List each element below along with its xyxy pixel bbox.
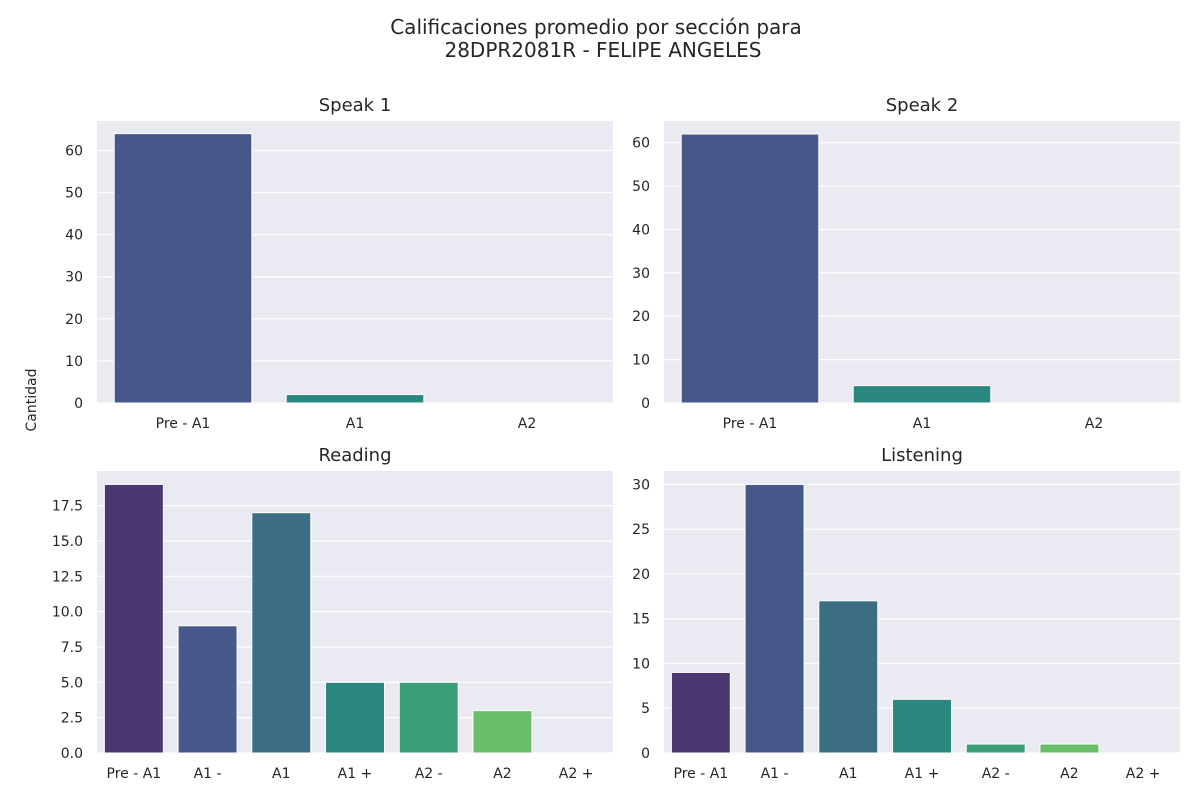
- x-tick-label: A2 +: [1126, 766, 1161, 782]
- bar-a1: [285, 394, 425, 404]
- x-tick-label: A1 +: [905, 766, 940, 782]
- panel-title: Listening: [881, 445, 963, 466]
- panel-title: Speak 1: [319, 95, 392, 116]
- y-tick-label: 12.5: [52, 569, 83, 585]
- panel-reading: 0.0 2.5 5.0 7.5 10.0 12.5 15.0 17.5 Pre - A1 A1 -…: [52, 445, 613, 782]
- y-tick-label: 30: [632, 266, 650, 282]
- x-tick-label: Pre - A1: [674, 766, 729, 782]
- y-tick-label: 15: [632, 612, 650, 628]
- y-tick-label: 15.0: [52, 534, 83, 550]
- x-tick-label: A1: [839, 766, 857, 782]
- y-tick-label: 60: [65, 143, 83, 159]
- y-tick-label: 30: [632, 477, 650, 493]
- y-tick-label: 50: [65, 186, 83, 202]
- y-tick-label: 10.0: [52, 605, 83, 621]
- panel-title: Reading: [318, 445, 391, 466]
- bar-pre-a1: [680, 133, 820, 404]
- bar-a1: [818, 600, 879, 754]
- x-tick-label: Pre - A1: [107, 766, 162, 782]
- y-tick-label: 20: [632, 567, 650, 583]
- y-tick-label: 50: [632, 179, 650, 195]
- panel-listening: 0 5 10 15 20 25 30 Pre - A1 A1 - A1 A1 + A2 - A2 A2 +…: [632, 445, 1180, 782]
- bar-a2: [1039, 743, 1100, 754]
- bar-a1: [251, 512, 312, 754]
- figure-title-line2: 28DPR2081R - FELIPE ANGELES: [444, 38, 761, 62]
- x-tick-label: A2 -: [982, 766, 1010, 782]
- bar-a2: [398, 681, 459, 754]
- bar-a1: [325, 681, 385, 754]
- bar-pre-a1: [103, 483, 164, 754]
- x-tick-label: A1: [272, 766, 290, 782]
- bar-a1: [892, 698, 952, 754]
- x-tick-label: A1: [346, 416, 364, 432]
- y-axis-label: Cantidad: [24, 369, 40, 432]
- x-tick-label: A2: [518, 416, 536, 432]
- bar-a1: [744, 483, 805, 754]
- y-tick-label: 2.5: [61, 711, 83, 727]
- x-tick-label: A2: [1085, 416, 1103, 432]
- x-tick-label: A2: [493, 766, 511, 782]
- panel-speak-1: 0 10 20 30 40 50 60 Pre - A1 A1 A2 Speak 1: [65, 95, 613, 432]
- y-tick-label: 10: [632, 656, 650, 672]
- panel-title: Speak 2: [886, 95, 959, 116]
- x-tick-label: A1 -: [194, 766, 222, 782]
- y-tick-label: 0.0: [61, 746, 83, 762]
- y-tick-label: 40: [65, 228, 83, 244]
- y-tick-label: 10: [65, 354, 83, 370]
- y-tick-label: 60: [632, 136, 650, 152]
- x-tick-label: A2 -: [415, 766, 443, 782]
- x-tick-label: A1 -: [761, 766, 789, 782]
- y-tick-label: 5.0: [61, 675, 83, 691]
- bar-a2: [472, 710, 533, 754]
- y-tick-label: 20: [632, 309, 650, 325]
- x-tick-label: A1 +: [338, 766, 373, 782]
- y-tick-label: 25: [632, 522, 650, 538]
- y-tick-label: 40: [632, 222, 650, 238]
- y-tick-label: 7.5: [61, 640, 83, 656]
- bar-pre-a1: [670, 671, 731, 754]
- x-tick-label: A1: [913, 416, 931, 432]
- x-tick-label: A2: [1060, 766, 1078, 782]
- y-tick-label: 17.5: [52, 499, 83, 515]
- figure-title-line1: Calificaciones promedio por sección para: [390, 15, 802, 39]
- y-tick-label: 0: [641, 746, 650, 762]
- y-tick-label: 5: [641, 701, 650, 717]
- y-tick-label: 30: [65, 270, 83, 286]
- bar-pre-a1: [113, 133, 253, 404]
- x-tick-label: A2 +: [559, 766, 594, 782]
- y-tick-label: 0: [74, 396, 83, 412]
- x-tick-label: Pre - A1: [156, 416, 211, 432]
- bar-a2: [965, 743, 1026, 754]
- panel-speak-2: 0 10 20 30 40 50 60 Pre - A1 A1 A2 Speak 2: [632, 95, 1180, 432]
- x-tick-label: Pre - A1: [723, 416, 778, 432]
- y-tick-label: 10: [632, 353, 650, 369]
- bar-a1: [177, 625, 238, 754]
- y-tick-label: 20: [65, 312, 83, 328]
- bar-a1: [852, 385, 992, 404]
- y-tick-label: 0: [641, 396, 650, 412]
